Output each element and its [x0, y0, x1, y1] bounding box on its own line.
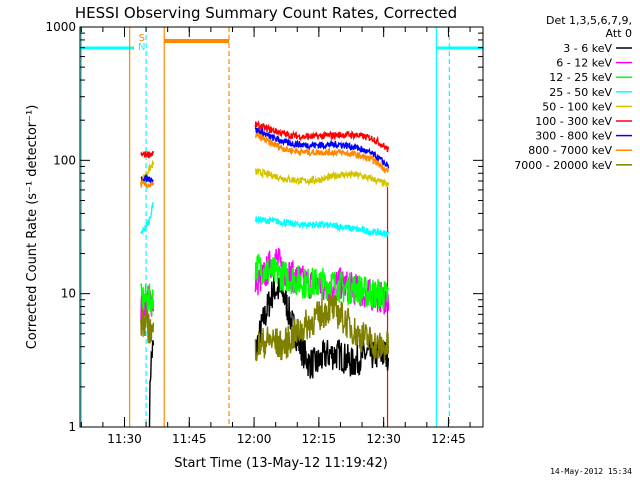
legend-label: 50 - 100 keV	[542, 100, 612, 113]
plot-area: SN	[80, 27, 483, 428]
legend-label: 12 - 25 keV	[549, 71, 612, 84]
legend-label: 7000 - 20000 keV	[514, 159, 612, 172]
series-line-8	[140, 308, 155, 344]
legend: Det 1,3,5,6,7,9, Att 0 3 - 6 keV 6 - 12 k…	[514, 14, 632, 172]
series-line-4	[254, 167, 390, 188]
marker-label-s: S	[139, 33, 145, 44]
series-line-0	[254, 275, 390, 379]
series-line-6	[254, 127, 390, 169]
x-axis-label: Start Time (13-May-12 11:19:42)	[174, 456, 388, 471]
legend-label: 100 - 300 keV	[535, 115, 612, 128]
legend-label: 300 - 800 keV	[535, 130, 612, 143]
series-line-5	[140, 150, 155, 159]
x-tick-label: 11:30	[107, 432, 142, 446]
series-line-2	[140, 283, 155, 316]
legend-label: 3 - 6 keV	[563, 42, 612, 55]
marker-label-n: N	[138, 42, 145, 53]
legend-label: 6 - 12 keV	[556, 57, 612, 70]
x-tick-label: 12:00	[237, 432, 272, 446]
y-axis-label: Corrected Count Rate (s⁻¹ detector⁻¹)	[25, 105, 40, 350]
x-tick-label: 12:45	[431, 432, 466, 446]
plot-frame	[79, 26, 484, 428]
x-tick-label: 12:30	[366, 432, 401, 446]
series-line-7	[255, 131, 390, 175]
series-line-8	[254, 294, 390, 362]
series-line-4	[140, 160, 155, 186]
y-tick-label: 1	[68, 420, 76, 434]
chart-title: HESSI Observing Summary Count Rates, Cor…	[75, 4, 457, 22]
series-line-5	[254, 119, 390, 153]
series-line-7	[140, 178, 155, 190]
y-tick-label: 1000	[45, 20, 76, 34]
legend-label: 800 - 7000 keV	[528, 144, 612, 157]
y-tick-label: 10	[61, 287, 76, 301]
series-line-0	[148, 340, 155, 428]
series-line-3	[140, 202, 155, 235]
x-tick-label: 11:45	[172, 432, 207, 446]
legend-label: 25 - 50 keV	[549, 86, 612, 99]
x-tick-label: 12:15	[302, 432, 337, 446]
timestamp: 14-May-2012 15:34	[550, 467, 632, 476]
legend-header-line-2: Att 0	[606, 27, 632, 40]
y-tick-label: 100	[53, 153, 76, 167]
series-line-3	[254, 216, 390, 238]
legend-header-line-1: Det 1,3,5,6,7,9,	[546, 14, 632, 27]
